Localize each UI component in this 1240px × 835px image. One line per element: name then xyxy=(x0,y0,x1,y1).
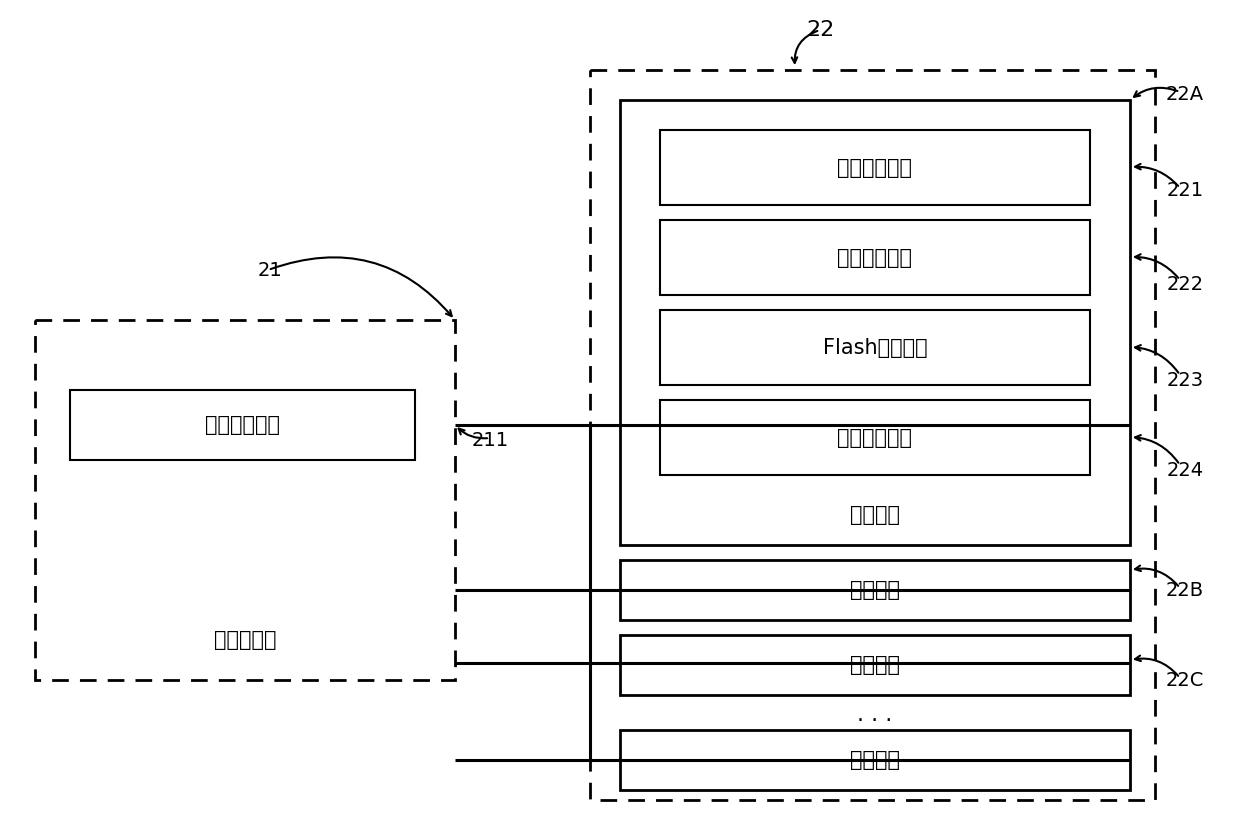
Bar xyxy=(590,70,1154,800)
Text: 播放终端: 播放终端 xyxy=(849,750,900,770)
Text: 221: 221 xyxy=(1167,180,1204,200)
Text: 定位校准模块: 定位校准模块 xyxy=(837,428,913,448)
Text: 时间关联模块: 时间关联模块 xyxy=(837,247,913,267)
Bar xyxy=(620,100,1130,545)
Text: 22B: 22B xyxy=(1166,580,1204,600)
Text: 22A: 22A xyxy=(1166,85,1204,104)
Text: 21: 21 xyxy=(258,261,283,280)
Text: 播放终端: 播放终端 xyxy=(849,580,900,600)
Bar xyxy=(660,220,1090,295)
Text: . . .: . . . xyxy=(857,705,893,725)
Bar xyxy=(69,390,415,460)
Text: 网络服务器: 网络服务器 xyxy=(213,630,277,650)
Bar xyxy=(620,730,1130,790)
Bar xyxy=(620,635,1130,695)
Bar xyxy=(660,130,1090,205)
Text: 22C: 22C xyxy=(1166,671,1204,690)
Bar xyxy=(620,560,1130,620)
Text: Flash播放模块: Flash播放模块 xyxy=(822,337,928,357)
Text: 222: 222 xyxy=(1167,276,1204,295)
Bar xyxy=(660,310,1090,385)
Text: 第二通讯模块: 第二通讯模块 xyxy=(837,158,913,178)
Bar xyxy=(35,320,455,680)
Text: 第一通讯模块: 第一通讯模块 xyxy=(205,415,280,435)
Text: 22: 22 xyxy=(806,20,835,40)
Text: 211: 211 xyxy=(471,431,508,449)
Text: 播放终端: 播放终端 xyxy=(849,505,900,525)
Text: 224: 224 xyxy=(1167,460,1204,479)
Text: 播放终端: 播放终端 xyxy=(849,655,900,675)
Text: 223: 223 xyxy=(1167,371,1204,389)
Bar xyxy=(660,400,1090,475)
